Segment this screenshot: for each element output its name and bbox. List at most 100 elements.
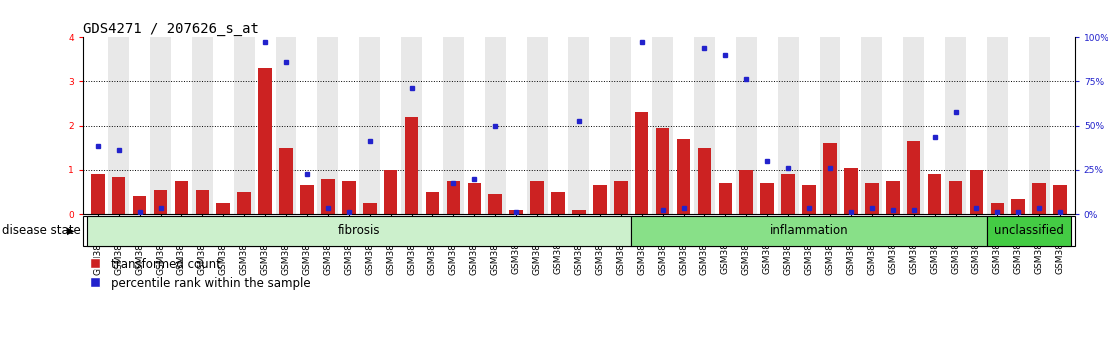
- Bar: [589, 37, 611, 214]
- Bar: [317, 37, 338, 214]
- Bar: [133, 196, 146, 214]
- Bar: [213, 37, 234, 214]
- Bar: [195, 190, 209, 214]
- Bar: [593, 185, 607, 214]
- Bar: [276, 37, 297, 214]
- Bar: [359, 37, 380, 214]
- Bar: [1033, 183, 1046, 214]
- Bar: [234, 37, 255, 214]
- Bar: [987, 216, 1070, 246]
- Bar: [841, 37, 861, 214]
- Bar: [614, 181, 627, 214]
- Bar: [551, 192, 565, 214]
- Bar: [948, 181, 963, 214]
- Bar: [903, 37, 924, 214]
- Bar: [171, 37, 192, 214]
- Bar: [510, 210, 523, 214]
- Bar: [781, 175, 794, 214]
- Bar: [112, 177, 125, 214]
- Bar: [1054, 185, 1067, 214]
- Bar: [802, 185, 815, 214]
- Bar: [150, 37, 171, 214]
- Bar: [422, 37, 443, 214]
- Bar: [175, 181, 188, 214]
- Bar: [757, 37, 778, 214]
- Bar: [425, 192, 439, 214]
- Bar: [321, 179, 335, 214]
- Text: fibrosis: fibrosis: [338, 224, 380, 238]
- Bar: [719, 183, 732, 214]
- Bar: [966, 37, 987, 214]
- Bar: [677, 139, 690, 214]
- Bar: [489, 194, 502, 214]
- Text: disease state: disease state: [2, 224, 81, 238]
- Bar: [255, 37, 276, 214]
- Bar: [300, 185, 314, 214]
- Bar: [1049, 37, 1070, 214]
- Bar: [635, 113, 648, 214]
- Bar: [568, 37, 589, 214]
- Bar: [342, 181, 356, 214]
- Bar: [192, 37, 213, 214]
- Bar: [987, 37, 1008, 214]
- Bar: [531, 181, 544, 214]
- Bar: [1008, 37, 1028, 214]
- Bar: [88, 216, 632, 246]
- Text: GDS4271 / 207626_s_at: GDS4271 / 207626_s_at: [83, 22, 259, 36]
- Bar: [844, 168, 858, 214]
- Bar: [88, 37, 109, 214]
- Bar: [526, 37, 547, 214]
- Bar: [991, 203, 1004, 214]
- Text: ▶: ▶: [66, 226, 74, 236]
- Bar: [383, 170, 398, 214]
- Bar: [673, 37, 694, 214]
- Bar: [109, 37, 130, 214]
- Bar: [297, 37, 317, 214]
- Bar: [1012, 199, 1025, 214]
- Bar: [154, 190, 167, 214]
- Bar: [820, 37, 841, 214]
- Bar: [401, 37, 422, 214]
- Bar: [572, 210, 586, 214]
- Bar: [404, 117, 419, 214]
- Bar: [799, 37, 820, 214]
- Bar: [945, 37, 966, 214]
- Bar: [1028, 37, 1049, 214]
- Bar: [338, 37, 359, 214]
- Bar: [632, 216, 987, 246]
- Bar: [216, 203, 230, 214]
- Bar: [865, 183, 879, 214]
- Bar: [464, 37, 485, 214]
- Bar: [380, 37, 401, 214]
- Bar: [279, 148, 293, 214]
- Bar: [970, 170, 983, 214]
- Bar: [778, 37, 799, 214]
- Text: inflammation: inflammation: [770, 224, 849, 238]
- Bar: [861, 37, 882, 214]
- Bar: [656, 128, 669, 214]
- Bar: [611, 37, 632, 214]
- Bar: [653, 37, 673, 214]
- Bar: [237, 192, 252, 214]
- Bar: [736, 37, 757, 214]
- Bar: [694, 37, 715, 214]
- Legend: transformed count, percentile rank within the sample: transformed count, percentile rank withi…: [83, 253, 316, 295]
- Text: unclassified: unclassified: [994, 224, 1064, 238]
- Bar: [632, 37, 653, 214]
- Bar: [258, 68, 271, 214]
- Bar: [882, 37, 903, 214]
- Bar: [739, 170, 753, 214]
- Bar: [443, 37, 464, 214]
- Bar: [363, 203, 377, 214]
- Bar: [130, 37, 150, 214]
- Bar: [760, 183, 774, 214]
- Bar: [547, 37, 568, 214]
- Bar: [927, 175, 942, 214]
- Bar: [886, 181, 900, 214]
- Bar: [906, 141, 921, 214]
- Bar: [823, 143, 837, 214]
- Bar: [447, 181, 460, 214]
- Bar: [485, 37, 505, 214]
- Bar: [698, 148, 711, 214]
- Bar: [924, 37, 945, 214]
